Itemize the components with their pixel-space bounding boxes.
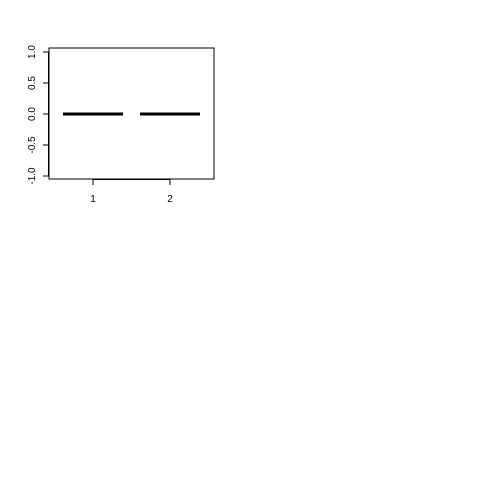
y-axis: -1.0 -0.5 0.0 0.5 1.0 [27, 45, 49, 185]
y-tick-label: 1.0 [27, 45, 38, 59]
x-tick-label: 2 [167, 194, 173, 205]
x-tick-label: 1 [90, 194, 96, 205]
y-tick-label: -0.5 [27, 136, 38, 154]
y-tick-label: -1.0 [27, 167, 38, 185]
y-tick-label: 0.5 [27, 76, 38, 90]
y-tick-label: 0.0 [27, 107, 38, 121]
